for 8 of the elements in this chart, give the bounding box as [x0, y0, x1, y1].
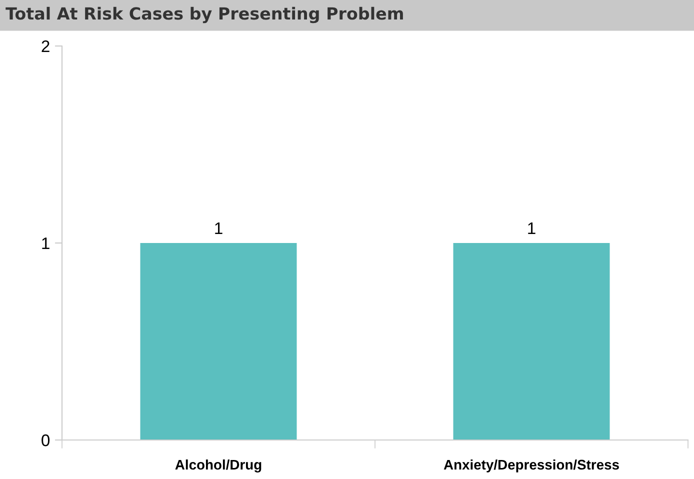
chart-title: Total At Risk Cases by Presenting Problem [6, 6, 403, 24]
y-tick-label: 0 [42, 434, 50, 446]
y-tick-label: 2 [42, 40, 50, 52]
x-tick-label: Alcohol/Drug [175, 459, 262, 472]
data-label: 1 [215, 222, 222, 234]
data-label: 1 [528, 222, 536, 234]
y-tick-label: 1 [42, 238, 50, 250]
x-tick-label: Anxiety/Depression/Stress [444, 459, 619, 472]
